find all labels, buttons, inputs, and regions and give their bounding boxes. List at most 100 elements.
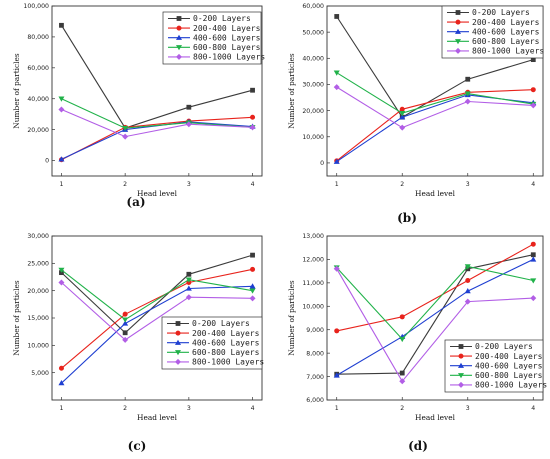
y-tick-label: 15,000 <box>27 315 49 322</box>
data-point <box>465 76 471 82</box>
x-tick-label: 1 <box>335 181 339 188</box>
chart-panel-1: 0 20,000 40,000 60,000 80,000 100,000 1 2 3 4 Head… <box>12 3 265 209</box>
x-tick-label: 2 <box>123 181 127 188</box>
legend-label: 200-400 Layers <box>475 352 543 361</box>
legend-marker <box>175 330 181 336</box>
legend-marker <box>455 28 461 34</box>
x-axis-title: Head level <box>415 189 456 198</box>
legend-label: 600-800 Layers <box>472 37 540 46</box>
legend-label: 0-200 Layers <box>192 319 250 328</box>
legend-label: 800-1000 Layers <box>192 358 264 367</box>
data-point <box>122 320 129 326</box>
y-tick-label: 8,000 <box>306 350 324 357</box>
y-tick-label: 20,000 <box>27 288 49 295</box>
legend-label: 200-400 Layers <box>193 24 261 33</box>
series-line-5 <box>61 282 253 341</box>
data-point <box>399 336 406 343</box>
data-point <box>399 314 405 320</box>
series-line-4 <box>61 269 253 321</box>
y-tick-label: 60,000 <box>27 65 49 72</box>
data-point <box>249 124 256 131</box>
data-point <box>464 98 471 105</box>
legend-marker <box>458 381 464 388</box>
data-point <box>186 104 192 110</box>
panel-label: (c) <box>128 439 147 453</box>
y-tick-label: 12,000 <box>302 257 324 264</box>
y-tick-label: 100,000 <box>23 3 49 10</box>
series-line-2 <box>336 89 534 162</box>
data-point <box>186 271 192 277</box>
data-point <box>399 114 406 120</box>
legend-label: 600-800 Layers <box>192 348 260 357</box>
data-point <box>58 380 65 386</box>
y-tick-label: 20,000 <box>302 108 324 115</box>
y-axis-title: Number of particles <box>287 53 296 129</box>
data-point <box>122 317 129 323</box>
x-tick-label: 4 <box>251 181 255 188</box>
data-point <box>185 285 192 291</box>
legend-label: 800-1000 Layers <box>472 47 544 56</box>
y-tick-label: 10,000 <box>302 134 324 141</box>
data-point <box>58 156 65 162</box>
plot-frame <box>51 5 263 177</box>
data-point <box>333 84 340 91</box>
y-tick-label: 6,000 <box>306 397 324 404</box>
legend-marker <box>175 321 181 326</box>
legend-label: 0-200 Layers <box>193 14 251 23</box>
series-line-1 <box>61 254 253 334</box>
y-tick-label: 40,000 <box>302 56 324 63</box>
x-axis-title: Head level <box>415 413 456 422</box>
data-point <box>530 278 537 284</box>
data-point <box>464 264 471 270</box>
data-point <box>399 111 406 117</box>
legend-marker <box>176 16 182 21</box>
legend-label: 600-800 Layers <box>193 43 261 52</box>
data-point <box>530 241 536 247</box>
x-tick-label: 2 <box>123 405 127 412</box>
x-tick-label: 3 <box>187 181 191 188</box>
data-point <box>399 378 406 385</box>
data-point <box>250 252 255 258</box>
x-tick-label: 4 <box>531 405 535 412</box>
y-tick-label: 0 <box>320 160 324 167</box>
y-tick-label: 20,000 <box>27 127 49 134</box>
series-line-1 <box>61 25 253 129</box>
data-point <box>333 158 340 164</box>
x-tick-label: 2 <box>400 405 404 412</box>
data-point <box>122 311 128 317</box>
panel-label: (d) <box>408 439 428 453</box>
y-tick-label: 80,000 <box>27 34 49 41</box>
y-tick-label: 50,000 <box>302 29 324 36</box>
x-axis-title: Head level <box>137 413 178 422</box>
legend-marker <box>175 358 181 365</box>
x-tick-label: 4 <box>531 181 535 188</box>
data-point <box>58 267 65 273</box>
panel-label: (a) <box>126 195 145 209</box>
plot-frame <box>326 5 544 177</box>
legend-label: 400-600 Layers <box>192 338 260 347</box>
data-point <box>333 70 340 76</box>
data-point <box>333 265 340 272</box>
y-tick-label: 7,000 <box>306 374 324 381</box>
data-point <box>399 124 406 131</box>
panel-label: (b) <box>397 211 417 225</box>
legend-marker <box>176 45 182 51</box>
series-line-5 <box>336 268 534 383</box>
data-point <box>59 22 64 28</box>
data-point <box>530 102 537 109</box>
series-line-2 <box>61 116 253 161</box>
legend-label: 0-200 Layers <box>472 8 530 17</box>
data-point <box>122 125 129 132</box>
legend-label: 400-600 Layers <box>475 361 543 370</box>
data-point <box>122 330 128 336</box>
series-line-2 <box>336 243 534 332</box>
legend-marker <box>455 47 461 54</box>
data-point <box>250 114 256 120</box>
legend-label: 800-1000 Layers <box>475 381 547 390</box>
legend-label: 400-600 Layers <box>472 27 540 36</box>
series-line-4 <box>336 265 534 340</box>
data-point <box>122 336 129 343</box>
x-tick-label: 3 <box>466 181 470 188</box>
plot-frame <box>326 235 544 401</box>
